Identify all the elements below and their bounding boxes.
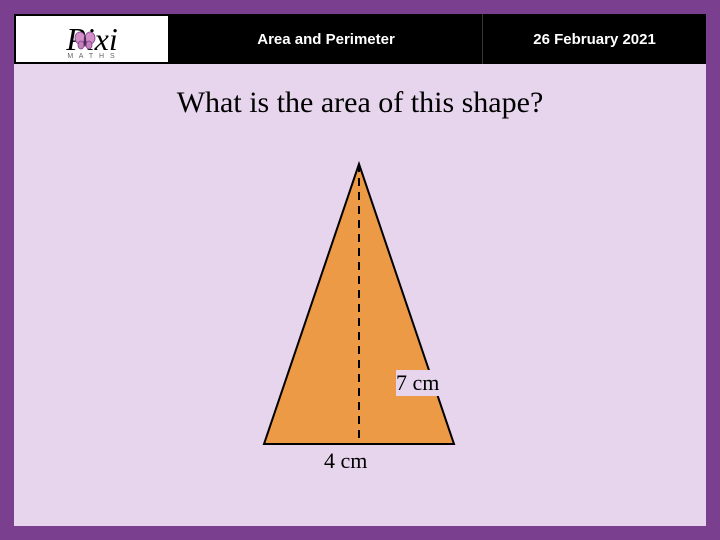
- slide-date: 26 February 2021: [533, 31, 656, 48]
- butterfly-icon: [74, 30, 96, 55]
- date-box: 26 February 2021: [483, 14, 706, 64]
- title-box: Area and Perimeter: [170, 14, 483, 64]
- header: Pixi M A T H S Area and Perimeter 26 Feb…: [14, 14, 706, 64]
- shape-area: 7 cm 4 cm: [14, 144, 706, 526]
- slide-title: Area and Perimeter: [257, 31, 395, 48]
- height-label: 7 cm: [396, 370, 439, 396]
- base-label: 4 cm: [324, 448, 367, 474]
- triangle-shape: [244, 154, 474, 454]
- question-text: What is the area of this shape?: [14, 86, 706, 120]
- logo-box: Pixi M A T H S: [14, 14, 170, 64]
- slide-frame: Pixi M A T H S Area and Perimeter 26 Feb…: [0, 0, 720, 540]
